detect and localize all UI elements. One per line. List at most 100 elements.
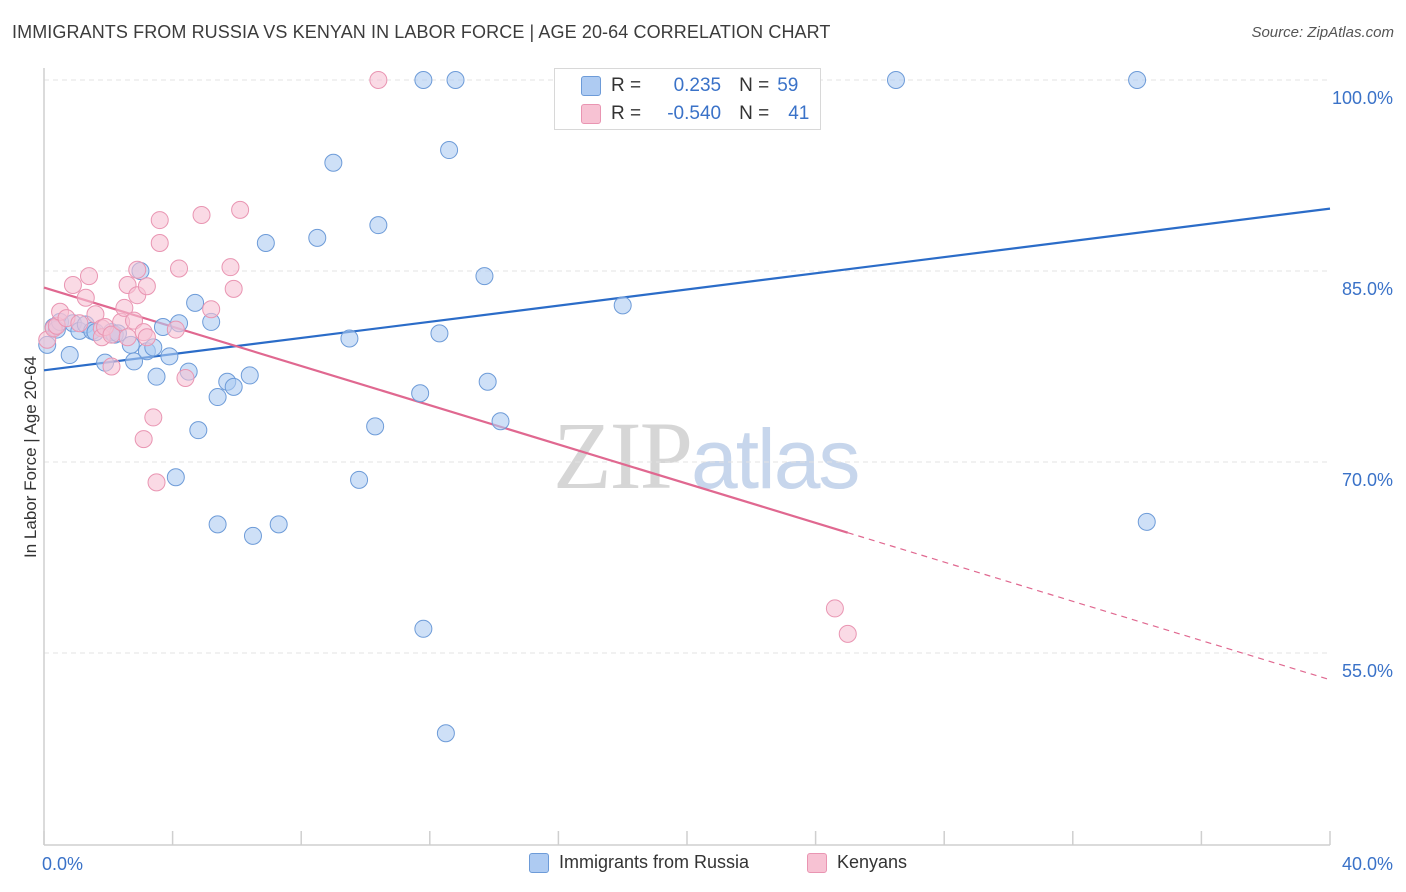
trend-lines bbox=[43, 207, 1331, 681]
bottom-legend: Immigrants from Russia Kenyans bbox=[0, 852, 1406, 878]
kenyan-point bbox=[118, 328, 137, 347]
russia-point bbox=[491, 412, 510, 431]
kenyan-r-value: -0.540 bbox=[667, 103, 722, 124]
chart-title: IMMIGRANTS FROM RUSSIA VS KENYAN IN LABO… bbox=[12, 22, 831, 42]
kenyan-point bbox=[825, 599, 844, 618]
kenyan-point bbox=[224, 279, 243, 298]
legend-kenyan-swatch bbox=[807, 852, 827, 873]
russia-point bbox=[208, 388, 227, 407]
kenyan-point bbox=[70, 314, 89, 333]
kenyan-point bbox=[125, 311, 144, 330]
russia-point bbox=[414, 619, 433, 638]
r-label: R = bbox=[611, 103, 642, 124]
source-credit: Source: ZipAtlas.com bbox=[1251, 24, 1394, 41]
russia-point bbox=[269, 515, 288, 534]
legend-russia-swatch bbox=[529, 852, 549, 873]
kenyan-point bbox=[115, 298, 134, 317]
russia-point bbox=[440, 141, 459, 160]
y-tick-label: 100.0% bbox=[1332, 88, 1393, 108]
russia-point bbox=[186, 293, 205, 312]
kenyan-point bbox=[221, 258, 240, 277]
russia-point bbox=[414, 71, 433, 89]
stats-row-russia: R = 0.235 N = 59 bbox=[555, 71, 798, 101]
n-label: N = bbox=[739, 103, 770, 124]
kenyan-trend-extension bbox=[847, 532, 1331, 681]
kenyan-point bbox=[150, 211, 169, 230]
kenyan-point bbox=[137, 277, 156, 296]
kenyan-point bbox=[192, 205, 211, 224]
russia-r-value: 0.235 bbox=[673, 75, 722, 96]
russia-point bbox=[256, 233, 275, 252]
kenyan-point bbox=[150, 233, 169, 252]
russia-point bbox=[147, 367, 166, 386]
watermark: ZIPatlas bbox=[553, 400, 860, 511]
r-label: R = bbox=[611, 75, 642, 96]
russia-point bbox=[613, 296, 632, 315]
kenyan-point bbox=[102, 357, 121, 376]
kenyan-point bbox=[170, 259, 189, 278]
watermark-atlas: atlas bbox=[691, 412, 860, 506]
russia-point bbox=[189, 421, 208, 440]
data-points bbox=[38, 71, 1156, 743]
russia-swatch bbox=[581, 76, 601, 96]
y-tick-label: 85.0% bbox=[1342, 279, 1393, 299]
kenyan-point bbox=[144, 408, 163, 427]
russia-point bbox=[60, 346, 79, 365]
y-axis-label: In Labor Force | Age 20-64 bbox=[21, 356, 40, 558]
kenyan-point bbox=[202, 300, 221, 319]
legend-russia-label: Immigrants from Russia bbox=[559, 852, 750, 872]
russia-point bbox=[160, 347, 179, 366]
russia-point bbox=[411, 384, 430, 403]
kenyan-point bbox=[231, 200, 250, 219]
kenyan-point bbox=[76, 288, 95, 307]
russia-trend-line bbox=[43, 207, 1331, 372]
legend-kenyan-label: Kenyans bbox=[837, 852, 908, 872]
kenyan-point bbox=[369, 71, 388, 89]
russia-point bbox=[369, 216, 388, 235]
russia-point bbox=[340, 329, 359, 348]
russia-point bbox=[243, 526, 262, 545]
russia-n-value: 59 bbox=[777, 75, 799, 96]
russia-point bbox=[125, 352, 144, 371]
x-tick-labels: 0.0% 40.0% bbox=[42, 854, 1393, 874]
russia-point bbox=[886, 71, 905, 89]
x-tick-label: 0.0% bbox=[42, 854, 83, 874]
kenyan-point bbox=[128, 260, 147, 279]
russia-point bbox=[308, 228, 327, 247]
russia-point bbox=[324, 153, 343, 172]
n-label: N = bbox=[739, 75, 770, 96]
kenyan-swatch bbox=[581, 104, 601, 124]
russia-point bbox=[224, 377, 243, 396]
kenyan-point bbox=[63, 276, 82, 295]
kenyan-point bbox=[147, 473, 166, 492]
russia-point bbox=[350, 470, 369, 489]
y-tick-label: 55.0% bbox=[1342, 661, 1393, 681]
russia-point bbox=[366, 417, 385, 436]
kenyan-point bbox=[134, 430, 153, 449]
axes bbox=[43, 68, 1331, 846]
kenyan-point bbox=[838, 624, 857, 643]
russia-point bbox=[446, 71, 465, 89]
kenyan-point bbox=[80, 267, 99, 286]
legend-item-kenyans[interactable]: Kenyans bbox=[807, 852, 907, 873]
kenyan-point bbox=[166, 320, 185, 339]
russia-point bbox=[478, 372, 497, 391]
kenyan-n-value: 41 bbox=[788, 103, 810, 124]
kenyan-point bbox=[176, 368, 195, 387]
russia-point bbox=[430, 324, 449, 343]
grid-lines bbox=[44, 79, 1330, 654]
y-tick-labels: 55.0% 70.0% 85.0% 100.0% bbox=[1332, 88, 1393, 681]
russia-point bbox=[166, 468, 185, 487]
watermark-zip: ZIP bbox=[553, 402, 693, 509]
x-tick-label: 40.0% bbox=[1342, 854, 1393, 874]
y-tick-label: 70.0% bbox=[1342, 470, 1393, 490]
legend-item-russia[interactable]: Immigrants from Russia bbox=[529, 852, 749, 873]
kenyan-point bbox=[137, 328, 156, 347]
russia-point bbox=[436, 724, 455, 743]
stats-row-kenyans: R = -0.540 N = 41 bbox=[555, 99, 809, 129]
russia-point bbox=[1137, 512, 1156, 531]
russia-point bbox=[1128, 71, 1147, 89]
stats-legend: R = 0.235 N = 59 R = -0.540 N = 41 bbox=[554, 68, 821, 130]
russia-point bbox=[475, 267, 494, 286]
